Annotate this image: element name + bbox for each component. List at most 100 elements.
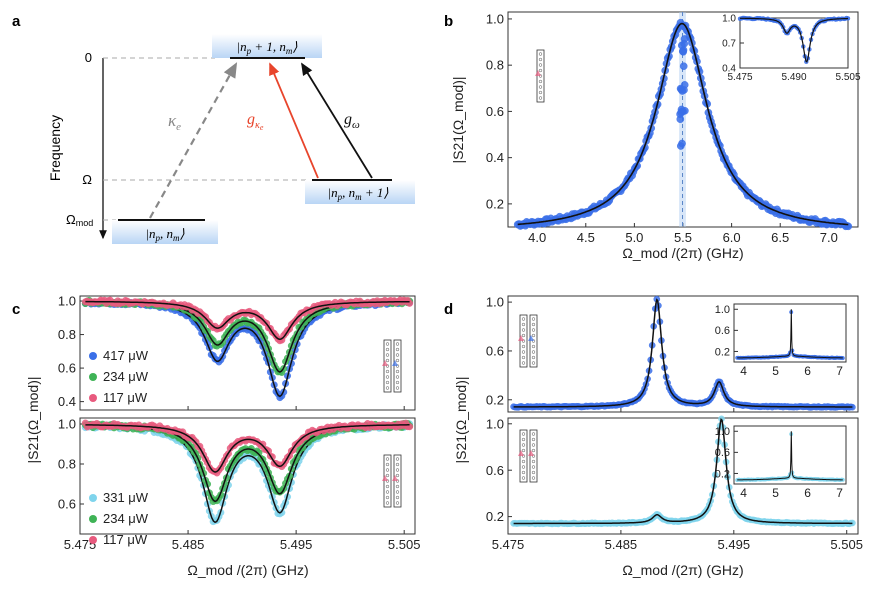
inset-fit [737,431,843,480]
chart-c-xlabel: Ω_mod /(2π) (GHz) [187,562,308,578]
chart-b-ytick-label: 0.6 [486,104,504,119]
inset-xtick-label: 7 [836,486,843,500]
waveguide-schematic [382,455,401,507]
chart-b-point [680,46,687,53]
chart-b-xtick-label: 5.0 [625,230,643,245]
chart-d_top-fit [514,300,853,407]
chart-b-point [680,63,687,70]
chart-d_top-inset-ytick-label: 1.0 [715,304,730,316]
chart-c_top-ytick-label: 0.8 [58,327,76,342]
legend-marker [89,394,97,402]
chart-b-inset: 0.4 0.7 1.0 5.475 5.490 5.505 [722,14,861,84]
chart-b-ytick-label: 0.8 [486,58,504,73]
label-g-kappa: gκe [247,111,264,132]
chart-d_top-inset-ytick-label: 0.6 [715,325,730,337]
chart-d_bottom-ytick-label: 0.2 [486,509,504,524]
chart-b-point [681,107,688,114]
chart-b-xtick-label: 6.0 [723,230,741,245]
label-g-omega: gω [344,111,360,131]
chart-d_bottom-xtick-label: 5.505 [830,537,863,552]
chart-b-xtick-label: 5.5 [674,230,692,245]
legend-label: 417 μW [103,348,149,363]
chart-b-inset-ytick-label: 1.0 [722,14,736,25]
inset-xtick-label: 4 [740,486,747,500]
legend-label: 117 μW [103,390,148,405]
chart-c_top: 0.4 0.6 0.8 1.0 417 μW 234 μW 117 μW [58,294,415,410]
transition-g-omega [302,64,372,178]
chart-d_bottom-inset-ytick-label: 0.2 [715,468,730,480]
waveguide-schematic [535,50,544,102]
legend-label: 331 μW [103,490,149,505]
inset-xtick-label: 5.505 [835,72,860,83]
ylabel: |S21(Ω_mod)| [25,377,41,464]
chart-b-point [677,116,684,123]
chart-d_bottom-xtick-label: 5.495 [718,537,751,552]
chart-b-ytick-label: 0.2 [486,196,504,211]
tick-zero: 0 [85,50,92,65]
level-low-state: |np, nm⟩ [145,226,184,243]
chart-d_top-frame [508,296,858,412]
tick-omega: Ω [82,172,92,187]
charts-layer: 4.0 4.5 5.0 5.5 6.0 6.5 7.0 0.2 0.4 0.6 0.8 1.0 |S21… [25,11,863,578]
waveguide-schematic [518,315,537,367]
chart-c_bottom-ytick-label: 0.6 [58,497,76,512]
inset-xtick-label: 5 [772,486,779,500]
panel-b-label: b [444,13,453,30]
legend-marker [89,373,97,381]
chart-d_top-inset: 0.20.61.04 5 6 7 [715,304,846,378]
inset-xtick-label: 6 [804,486,811,500]
chart-c_top-ytick-label: 0.4 [58,394,76,409]
chart-c_top-ytick-label: 0.6 [58,361,76,376]
chart-d_top-ytick-label: 1.0 [486,295,504,310]
chart-b-xtick-label: 4.0 [528,230,546,245]
chart-c_bottom-ytick-label: 1.0 [58,417,76,432]
chart-d_bottom-fit [514,419,853,523]
inset-xtick-label: 5.490 [781,72,806,83]
chart-d_bottom-inset: 0.2 0.6 1.0 4 5 6 7 [715,426,846,500]
legend-marker [89,536,97,544]
chart-b-point [678,140,685,147]
chart-b-point [681,81,688,88]
chart-b-point [681,35,688,42]
chart-d_top-ytick-label: 0.2 [486,392,504,407]
transition-kappa-e [150,64,236,218]
chart-c_bottom-xtick-label: 5.485 [172,537,205,552]
chart-d_top: 0.2 0.6 1.0 [486,295,858,412]
inset-xtick-label: 6 [804,364,811,378]
chart-d_bottom-frame [508,418,858,534]
inset-xtick-label: 7 [836,364,843,378]
chart-b-xtick-label: 4.5 [577,230,595,245]
chart-d_bottom-ytick-label: 0.6 [486,463,504,478]
chart-d_bottom-xtick-label: 5.475 [492,537,525,552]
chart-b-xlabel: Ω_mod /(2π) (GHz) [622,245,743,261]
figure: a Frequency 0 Ω Ωmod |np + 1, nm⟩ |np, n… [0,0,871,592]
label-kappa-e: κe [168,111,181,133]
inset-fit [737,309,843,358]
waveguide-schematic [518,430,537,482]
chart-d_bottom-ytick-label: 1.0 [486,416,504,431]
inset-xtick-label: 4 [740,364,747,378]
panel-d-label: d [444,301,453,318]
inset-xtick-label: 5 [772,364,779,378]
chart-c_bottom-xtick-label: 5.505 [388,537,421,552]
legend-label: 117 μW [103,532,148,547]
panel-a-label: a [12,13,21,30]
chart-d_top-ytick-label: 0.6 [486,343,504,358]
panel-c-label: c [12,301,20,318]
chart-c_bottom-xtick-label: 5.495 [280,537,313,552]
chart-d_bottom-inset-ytick-label: 0.6 [715,447,730,459]
chart-b-xtick-label: 7.0 [820,230,838,245]
chart-d_bottom-xtick-label: 5.485 [605,537,638,552]
ylabel: |S21(Ω_mod)| [450,77,466,164]
chart-b-xtick-label: 6.5 [771,230,789,245]
chart-c_bottom-ytick-label: 0.8 [58,457,76,472]
chart-b-ytick-label: 0.4 [486,150,504,165]
waveguide-schematic [382,340,401,392]
legend-marker [89,352,97,360]
inset-xtick-label: 5.475 [727,72,752,83]
chart-b-inset-ytick-label: 0.7 [722,39,736,50]
legend-label: 234 μW [103,369,149,384]
chart-d-xlabel: Ω_mod /(2π) (GHz) [622,562,743,578]
chart-d_bottom-inset-ytick-label: 1.0 [715,426,730,438]
chart-c_top-ytick-label: 1.0 [58,294,76,309]
